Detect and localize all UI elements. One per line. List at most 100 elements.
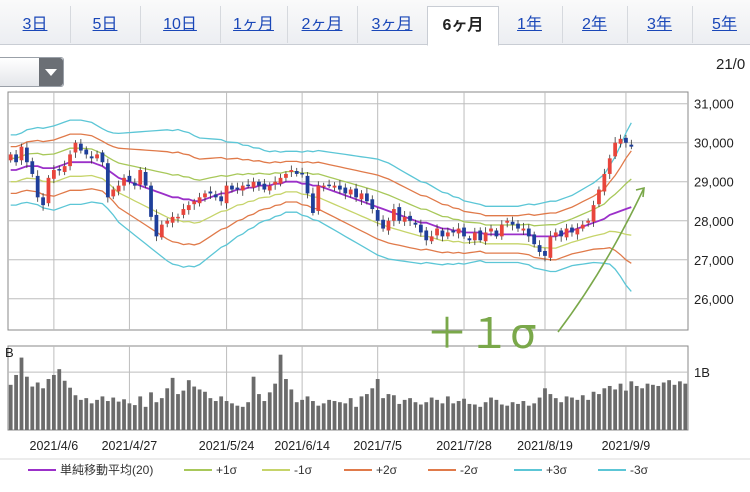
volume-bar-82 [451,403,456,430]
bollinger-bands [10,119,632,292]
volume-bar-76 [418,404,423,430]
price-tick-label-1: 30,000 [694,136,734,151]
candle-body-57 [316,185,321,211]
volume-bar-91 [499,404,504,430]
volume-bar-34 [192,386,197,430]
volume-bar-116 [634,385,639,430]
candle-body-87 [478,230,483,241]
candle-body-43 [240,185,245,191]
candle-body-39 [219,196,224,202]
tab-8[interactable]: 2年 [562,6,628,43]
candle-body-92 [505,220,510,223]
tab-9[interactable]: 3年 [627,6,693,43]
volume-bar-97 [532,403,537,430]
volume-bar-101 [553,398,558,430]
volume-bar-7 [46,379,51,430]
candle-body-84 [462,227,466,237]
volume-bar-8 [51,374,56,430]
candle-body-20 [116,185,121,192]
candle-body-25 [143,171,148,186]
volume-bar-93 [510,402,515,430]
tab-10[interactable]: 5年 [692,6,750,43]
tab-6[interactable]: 6ヶ月 [427,6,499,46]
tab-1[interactable]: 5日 [70,6,141,43]
tab-0[interactable]: 3日 [0,6,71,43]
candle-body-13 [78,143,83,151]
candle-body-104 [570,227,574,233]
volume-bar-64 [354,406,358,430]
volume-bar-89 [489,397,493,430]
annotation-arrow [557,187,645,333]
chevron-down-icon[interactable] [39,58,63,86]
tab-7[interactable]: 1年 [497,6,563,43]
candle-body-0 [8,154,13,161]
candle-body-10 [62,166,67,172]
volume-bar-13 [78,399,83,430]
candle-body-93 [510,221,515,225]
volume-bar-20 [116,401,121,430]
volume-bar-46 [257,394,261,430]
candle-body-89 [489,228,493,232]
volume-bar-49 [273,383,278,430]
date-corner-label: 21/0 [716,56,746,73]
volume-bar-27 [154,402,159,430]
volume-bar-92 [505,405,510,430]
tab-4[interactable]: 2ヶ月 [287,6,358,43]
volume-bar-3 [25,376,29,430]
band-line-p3 [10,119,632,207]
band-line-m2 [10,188,632,264]
volume-bar-84 [462,398,466,430]
candle-body-17 [100,152,105,163]
candle-body-3 [25,147,29,163]
volume-bar-60 [332,401,337,430]
legend-label-p3: +3σ [546,463,568,477]
candle-body-54 [300,172,305,175]
volume-unit-label: B [5,345,14,360]
candle-body-1 [14,154,18,163]
sigma-annotation: ＋１σ [426,186,645,358]
volume-bar-65 [359,396,364,430]
volume-bar-83 [456,401,461,430]
candle-body-11 [68,154,72,167]
volume-bar-57 [316,405,321,430]
candle-body-99 [543,250,547,256]
volume-bar-40 [224,401,229,430]
candle-body-46 [257,181,261,186]
candle-body-71 [391,209,396,221]
candle-body-66 [365,193,369,202]
candle-body-49 [273,181,278,185]
volume-bar-6 [41,388,45,430]
period-tab-bar: 3日 5日 10日 1ヶ月 2ヶ月 3ヶ月 6ヶ月 1年 2年 3年 5年 [0,0,750,46]
candle-body-26 [149,185,153,217]
candle-body-90 [494,230,499,237]
band-line-p2 [10,133,632,217]
candle-body-76 [418,224,423,233]
candle-body-5 [35,175,40,198]
candle-body-29 [165,220,170,224]
candle-body-41 [230,185,234,190]
candle-body-61 [338,185,342,190]
chart-type-dropdown[interactable] [0,57,64,87]
volume-bar-98 [537,397,542,430]
volume-bar-14 [84,398,89,430]
volume-bar-2 [19,357,24,430]
volume-bar-62 [343,403,348,430]
candle-body-77 [424,230,429,241]
volume-frame [7,345,689,431]
candle-body-111 [607,158,612,174]
tab-2[interactable]: 10日 [140,6,221,43]
candle-body-8 [51,170,56,179]
candle-body-103 [564,228,569,238]
candle-body-28 [159,224,164,238]
volume-bar-86 [472,404,477,430]
volume-bar-125 [683,383,688,430]
tab-3[interactable]: 1ヶ月 [220,6,288,43]
legend-label-p1: +1σ [216,463,238,477]
candle-body-30 [170,216,175,223]
volume-bar-37 [208,398,213,430]
candle-body-68 [375,210,380,221]
volume-bar-55 [305,396,310,430]
volume-bar-33 [186,380,191,430]
volume-bar-96 [526,405,531,430]
